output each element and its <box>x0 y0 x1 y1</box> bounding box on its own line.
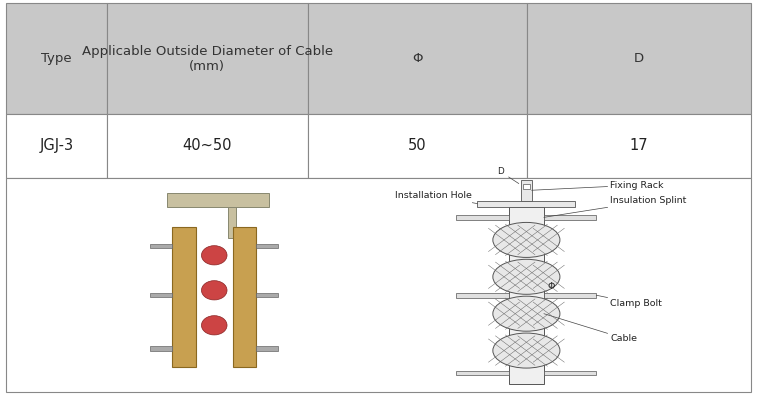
Bar <box>523 184 530 189</box>
Bar <box>107 3 308 114</box>
Text: Cable: Cable <box>544 314 637 343</box>
Ellipse shape <box>493 333 560 368</box>
Text: JGJ-3: JGJ-3 <box>39 139 73 154</box>
Text: Fixing Rack: Fixing Rack <box>531 181 664 190</box>
Bar <box>478 201 575 207</box>
Bar <box>6 178 751 392</box>
Text: Applicable Outside Diameter of Cable
(mm): Applicable Outside Diameter of Cable (mm… <box>82 45 333 73</box>
Bar <box>456 215 509 220</box>
Bar <box>151 346 173 350</box>
Bar <box>167 193 269 207</box>
Bar <box>544 371 597 375</box>
Bar <box>107 114 308 178</box>
Bar <box>151 244 173 248</box>
Bar <box>456 293 509 297</box>
Ellipse shape <box>493 222 560 258</box>
Bar <box>528 114 751 178</box>
Text: 17: 17 <box>630 139 649 154</box>
Text: Φ: Φ <box>547 282 555 291</box>
Bar <box>521 180 531 201</box>
Ellipse shape <box>201 246 227 265</box>
Text: 40~50: 40~50 <box>182 139 232 154</box>
Bar <box>544 215 597 220</box>
Bar <box>6 3 107 114</box>
Bar <box>256 244 278 248</box>
Text: 50: 50 <box>408 139 427 154</box>
Bar <box>308 3 528 114</box>
Bar <box>232 227 256 367</box>
Bar <box>544 293 597 297</box>
Bar <box>509 207 544 384</box>
Bar <box>6 114 107 178</box>
Bar <box>528 3 751 114</box>
Text: Φ: Φ <box>413 52 423 65</box>
Ellipse shape <box>493 296 560 331</box>
Text: D: D <box>634 52 644 65</box>
Text: Clamp Bolt: Clamp Bolt <box>597 295 662 308</box>
Bar <box>173 227 196 367</box>
Ellipse shape <box>201 281 227 300</box>
Bar <box>228 207 236 238</box>
Bar <box>256 346 278 350</box>
Ellipse shape <box>201 316 227 335</box>
Bar <box>151 293 173 297</box>
Text: Type: Type <box>41 52 72 65</box>
Text: Installation Hole: Installation Hole <box>395 191 478 204</box>
Text: Insulation Splint: Insulation Splint <box>544 196 687 217</box>
Bar <box>308 114 528 178</box>
Bar <box>456 371 509 375</box>
Text: D: D <box>497 167 519 184</box>
Bar <box>256 293 278 297</box>
Ellipse shape <box>493 259 560 294</box>
Bar <box>394 182 743 388</box>
